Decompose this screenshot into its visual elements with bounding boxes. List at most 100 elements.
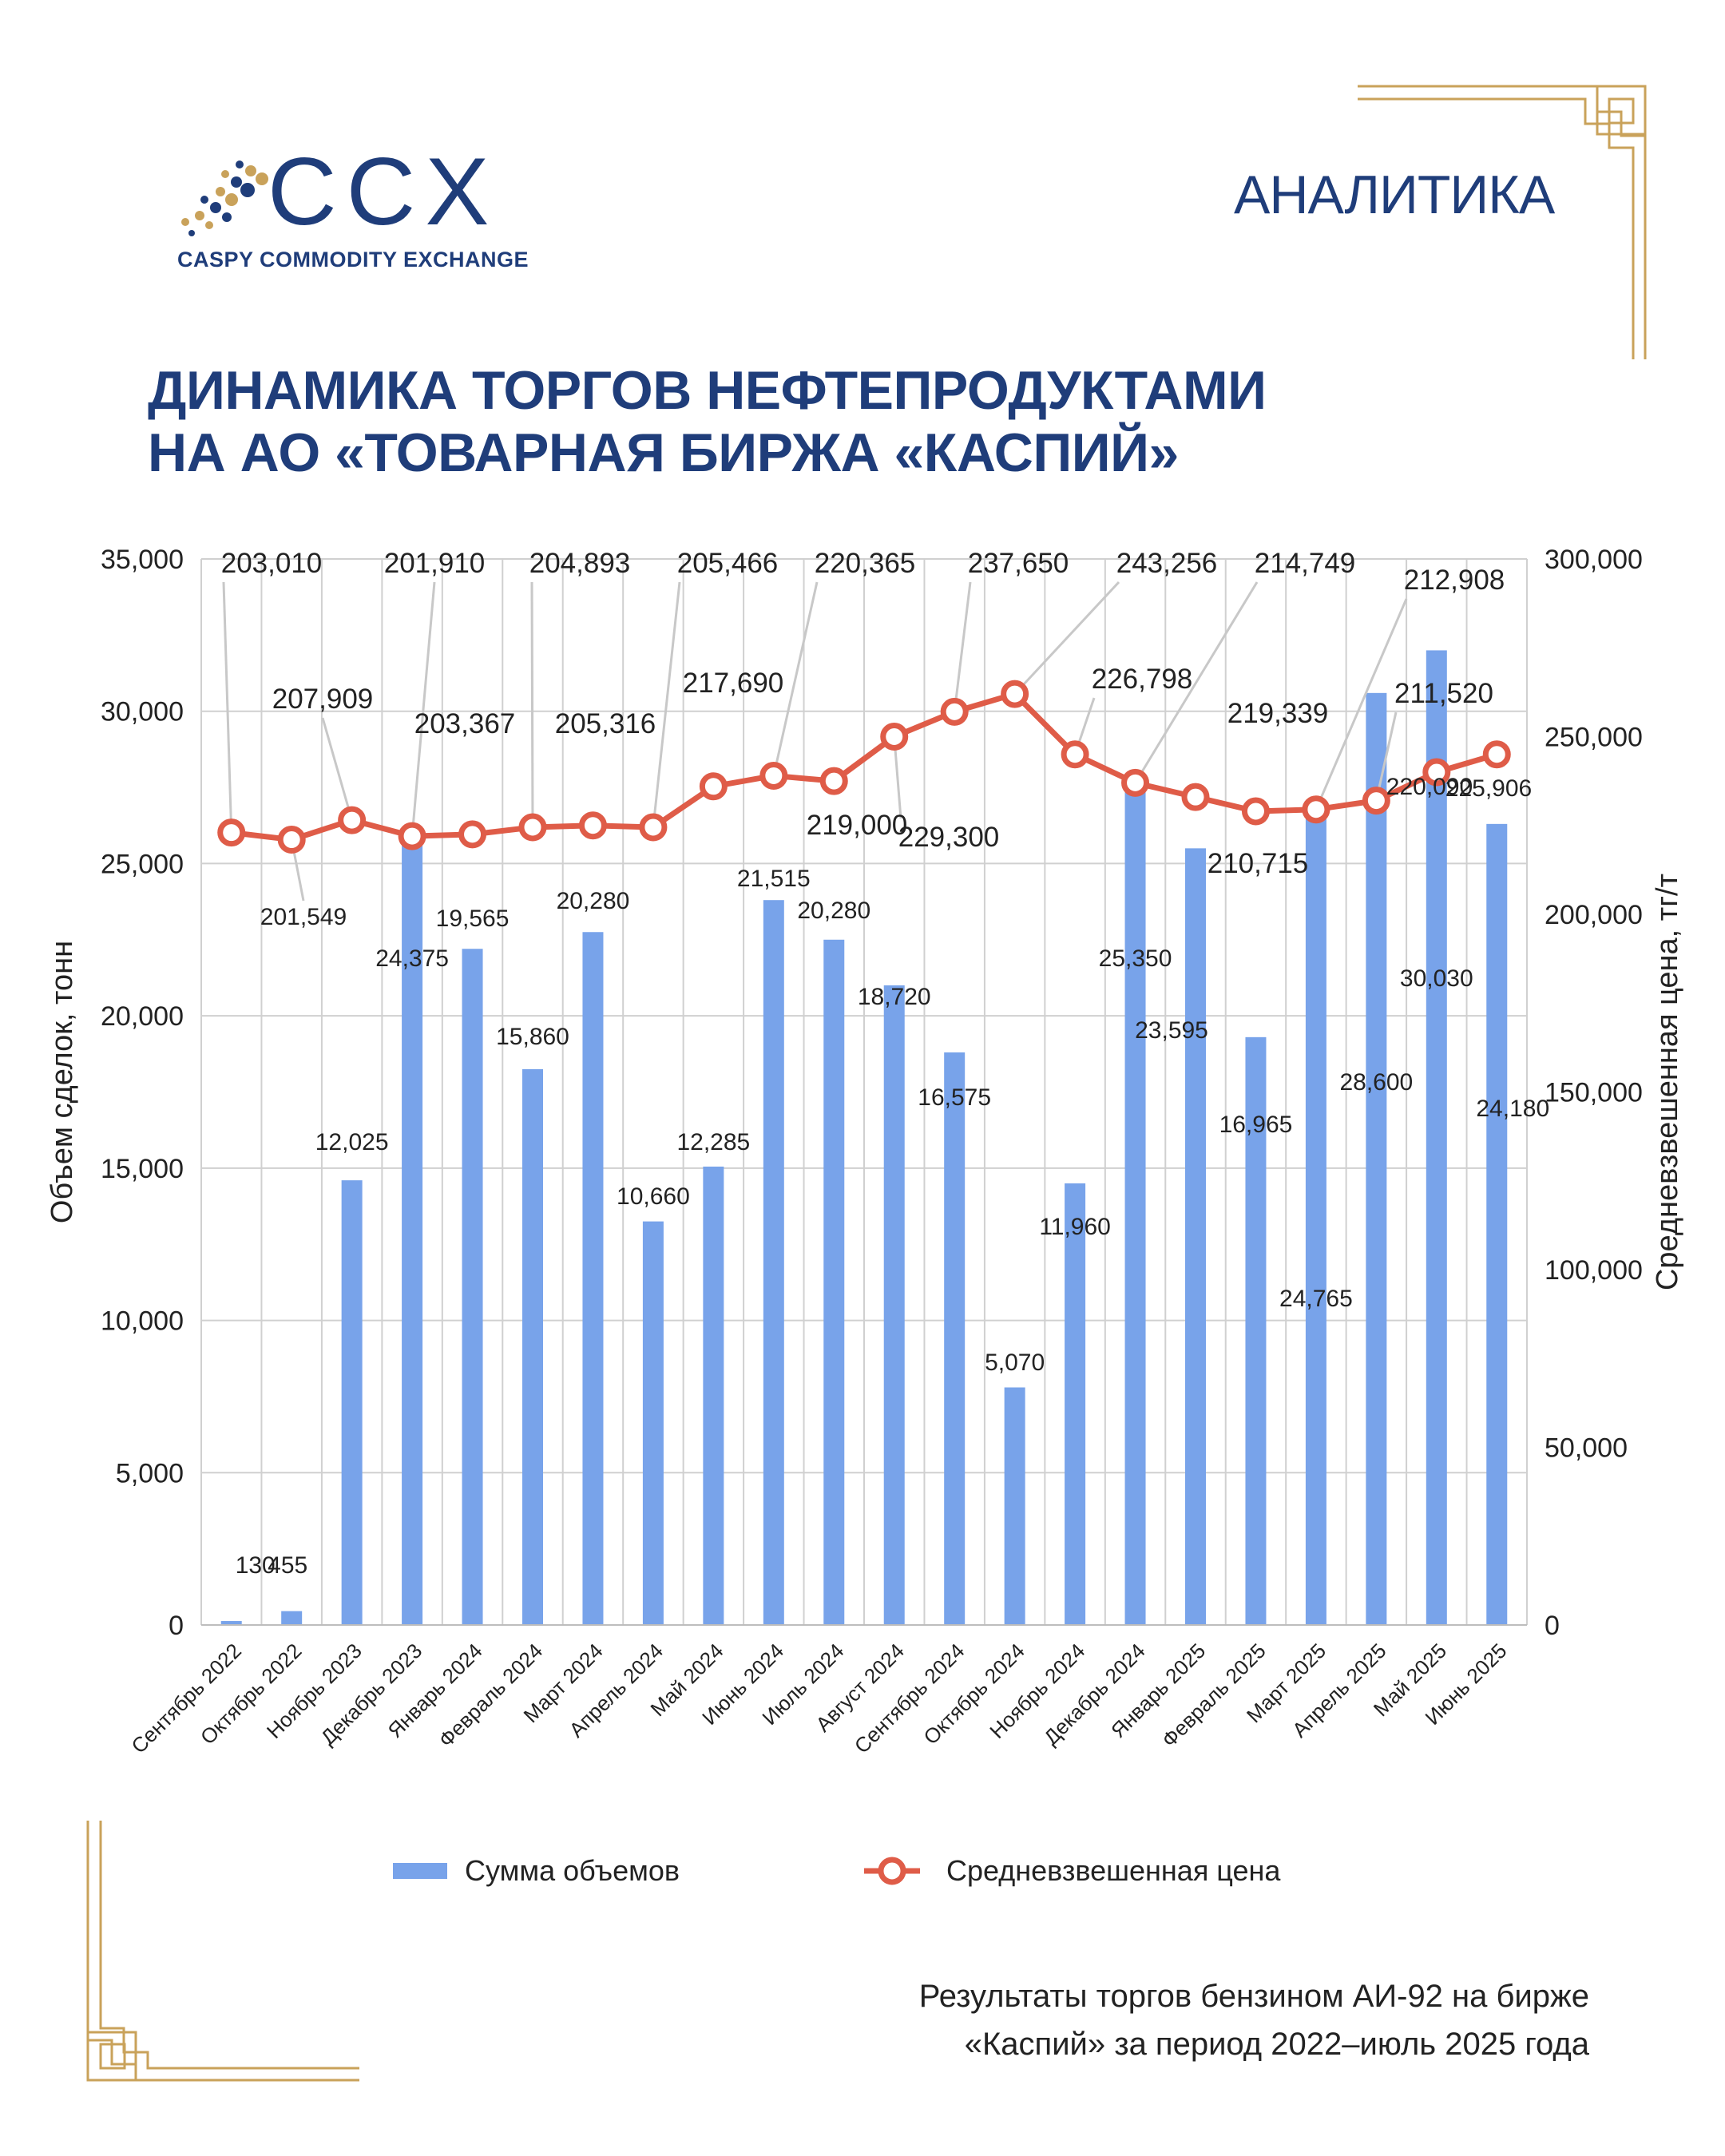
leader-line [530,581,534,827]
bar [1366,692,1387,1625]
line-data-label: 205,316 [555,708,656,739]
bar [281,1611,303,1625]
price-point [1302,795,1330,824]
y-tick-label: 5,000 [116,1458,184,1488]
bar [341,1180,363,1625]
price-point [277,826,306,854]
leader-line [1374,711,1398,801]
line-data-label: 229,300 [898,822,1000,853]
price-point [217,818,246,847]
bar-data-label: 5,070 [985,1349,1045,1376]
price-point [1001,680,1029,708]
y2-tick-label: 200,000 [1545,900,1643,930]
bar-data-label: 28,600 [1339,1069,1413,1096]
price-point [518,813,547,842]
bar-series [220,650,1508,1626]
bar-data-label: 24,375 [375,945,449,972]
price-point [699,772,728,801]
bar [1426,650,1447,1625]
line-data-label: 217,690 [683,668,784,699]
y-tick-label: 15,000 [101,1154,184,1184]
bar [462,949,483,1625]
y-tick-label: 10,000 [101,1306,184,1337]
bar-data-label: 24,180 [1476,1096,1549,1122]
legend-bar-swatch [393,1863,447,1879]
price-point [1422,758,1451,787]
section-label: АНАЛИТИКА [1234,164,1555,225]
bar [582,932,604,1625]
bar-data-label: 130 [236,1552,276,1579]
bar [1245,1036,1267,1625]
price-point [338,806,367,834]
bar-data-label: 12,025 [315,1129,389,1155]
leader-line [953,581,972,712]
y-tick-label: 30,000 [101,697,184,727]
price-point [578,811,607,840]
bottom-left-ornament [86,1821,359,2082]
bar-data-label: 20,280 [797,898,870,924]
legend-line-marker [878,1857,906,1885]
bar [220,1621,242,1625]
line-data-label: 219,339 [1227,698,1329,729]
line-data-label: 201,910 [384,548,486,579]
line-data-label: 203,010 [221,548,323,579]
line-data-label: 237,650 [968,548,1069,579]
x-tick-label: Сентябрь 2022 [126,1639,246,1758]
leader-line [652,581,681,828]
line-data-label: 214,749 [1255,548,1356,579]
leader-line [222,581,233,833]
footer-caption-line-1: Результаты торгов бензином АИ-92 на бирж… [918,1979,1589,2014]
leader-line [1315,598,1408,810]
y2-tick-label: 100,000 [1545,1255,1643,1286]
leader-line [410,581,436,837]
bar [1124,787,1146,1625]
bar [703,1166,724,1625]
price-point [940,697,969,726]
y2-tick-label: 0 [1545,1611,1560,1641]
price-point [1121,768,1150,797]
leader-line [321,717,354,821]
y-tick-label: 25,000 [101,849,184,879]
price-point [458,820,487,849]
bar-data-label: 25,350 [1099,945,1172,972]
line-data-label: 207,909 [272,684,374,715]
bar [1305,803,1326,1626]
bar-data-label: 11,960 [1039,1214,1111,1240]
price-point [1061,740,1089,769]
line-data-label: 219,000 [807,810,908,841]
legend: Сумма объемов Средневзвешенная цена [393,1854,1281,1887]
legend-bar-label: Сумма объемов [465,1854,680,1887]
line-data-label: 212,908 [1404,565,1505,596]
bar [1065,1183,1086,1625]
y-tick-label: 20,000 [101,1001,184,1032]
price-point [398,822,426,850]
line-data-label: 225,906 [1445,775,1532,802]
y2-axis-title: Средневзвешенная цена, тг/т [1651,874,1684,1290]
logo-wordmark: CCX [268,138,499,245]
logo-subtitle: CASPY COMMODITY EXCHANGE [177,248,529,271]
y-tick-label: 0 [169,1611,184,1641]
bar-data-label: 21,515 [737,866,811,892]
top-right-ornament [1358,85,1647,359]
x-tick-label: Февраль 2025 [1157,1639,1271,1752]
bar-data-label: 12,285 [676,1129,750,1155]
logo-mark-icon [181,161,268,236]
line-data-label: 243,256 [1116,548,1218,579]
bar [1185,848,1206,1625]
bar-data-label: 20,280 [557,888,630,914]
bar [1004,1387,1025,1625]
bar-data-label: 15,860 [496,1024,569,1050]
y-tick-label: 35,000 [101,545,184,575]
price-line [231,691,1498,843]
bar [823,939,845,1625]
bar-data-label: 30,030 [1400,965,1473,992]
bar [402,845,423,1625]
leader-line [1013,581,1120,696]
line-data-label: 220,090 [1386,774,1473,800]
y2-tick-label: 300,000 [1545,545,1643,575]
price-point [1241,797,1270,826]
line-data-label: 211,520 [1394,678,1493,709]
price-point [759,761,788,790]
